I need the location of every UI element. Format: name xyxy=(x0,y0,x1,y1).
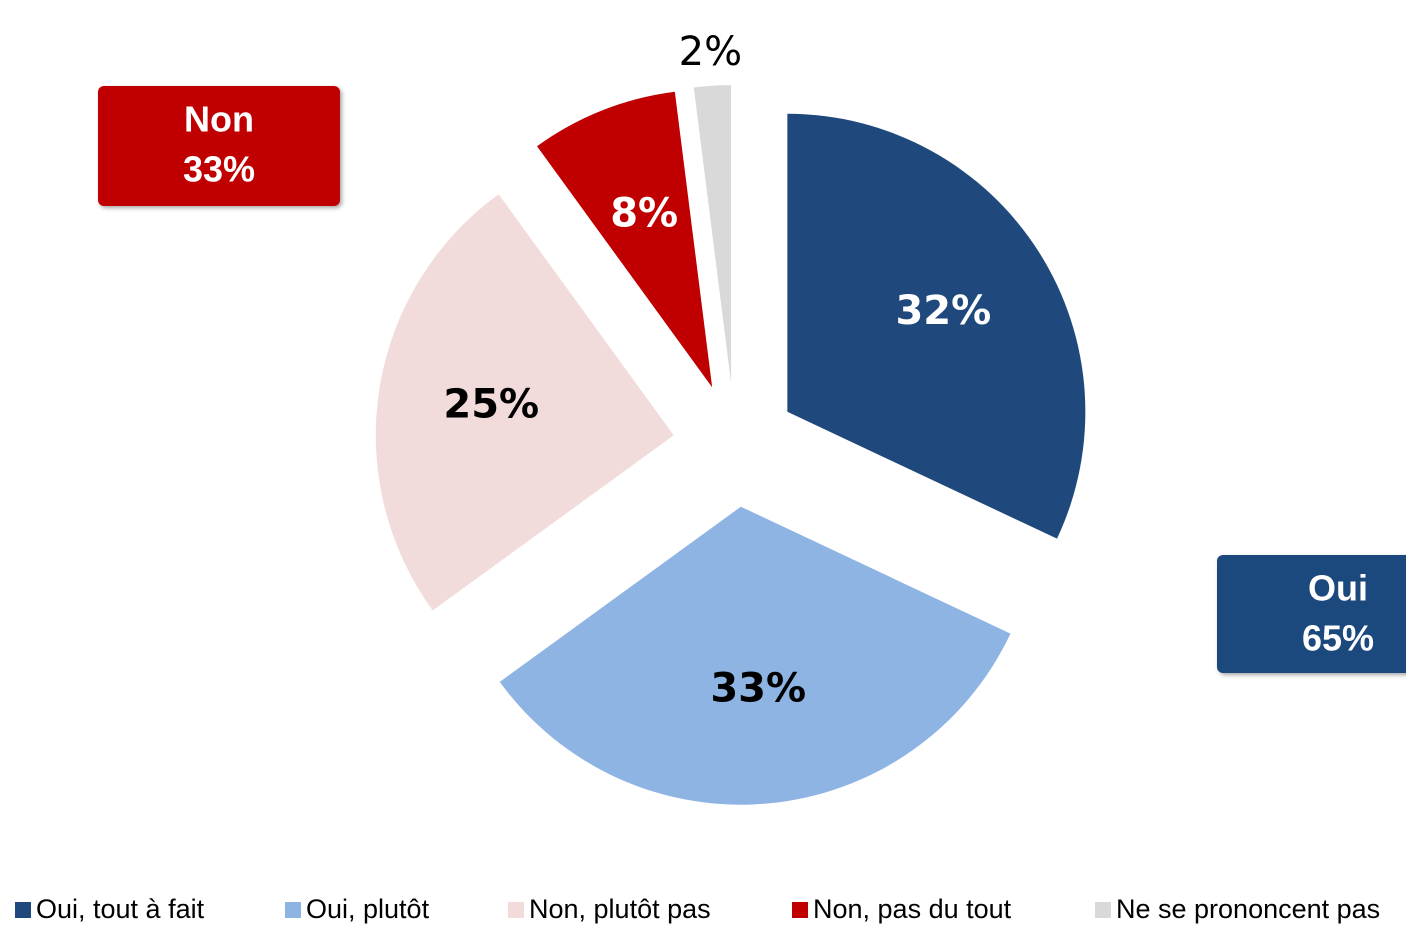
pie-slice xyxy=(537,91,713,388)
pie-slice xyxy=(499,506,1011,805)
pie-slice xyxy=(787,113,1086,539)
legend-swatch xyxy=(15,902,31,918)
data-label: 8% xyxy=(610,191,678,237)
data-label: 25% xyxy=(443,381,539,427)
legend-label: Non, pas du tout xyxy=(813,894,1012,924)
legend-label: Oui, plutôt xyxy=(306,894,430,924)
pie-slice xyxy=(693,85,732,384)
data-label: 33% xyxy=(710,666,806,712)
data-label: 32% xyxy=(895,288,991,334)
legend-swatch xyxy=(508,902,524,918)
group-name: Non xyxy=(184,99,254,140)
group-value: 65% xyxy=(1302,618,1374,659)
legend-swatch xyxy=(285,902,301,918)
legend-label: Non, plutôt pas xyxy=(529,894,711,924)
data-label: 2% xyxy=(679,29,742,75)
legend-label: Ne se prononcent pas xyxy=(1116,894,1380,924)
group-name: Oui xyxy=(1308,568,1368,609)
legend-label: Oui, tout à fait xyxy=(36,894,205,924)
pie-slice xyxy=(375,194,674,611)
group-value: 33% xyxy=(183,149,255,190)
legend-swatch xyxy=(792,902,808,918)
group-box xyxy=(98,86,340,206)
legend-swatch xyxy=(1095,902,1111,918)
group-box xyxy=(1217,555,1406,673)
